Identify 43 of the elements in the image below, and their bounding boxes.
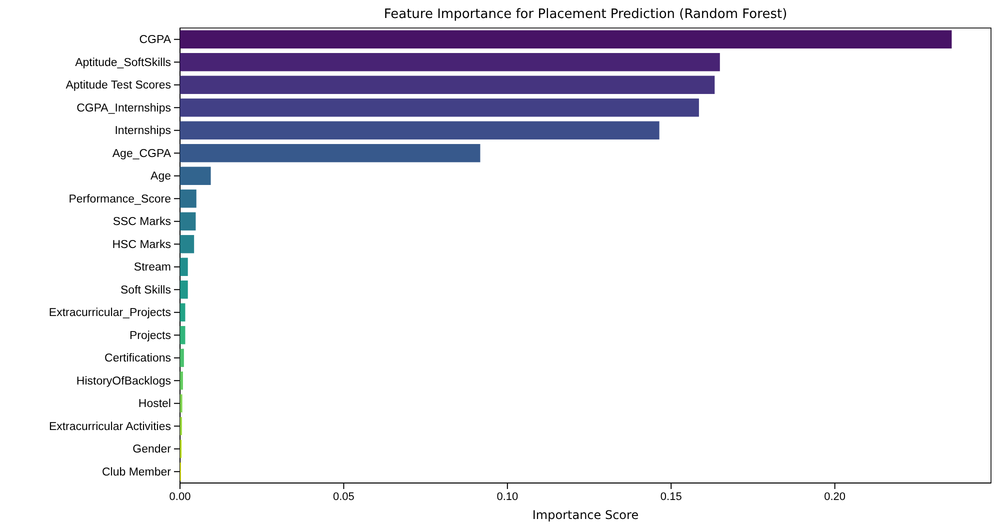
y-tick-label: Internships: [114, 125, 172, 138]
chart-title: Feature Importance for Placement Prediction (Random Forest): [384, 7, 788, 22]
y-tick-label: Projects: [129, 330, 172, 342]
bar: [180, 144, 480, 162]
y-tick-label: HistoryOfBacklogs: [76, 375, 172, 388]
bar: [180, 258, 188, 276]
bar: [180, 166, 211, 185]
y-tick-label: Extracurricular Activities: [48, 420, 172, 433]
bar: [180, 212, 196, 230]
bar: [180, 235, 194, 254]
y-tick-label: Club Member: [102, 466, 172, 478]
bar: [180, 98, 699, 117]
bar: [180, 348, 184, 367]
y-tick-label: HSC Marks: [112, 238, 172, 251]
y-tick-label: Age: [150, 170, 171, 183]
y-tick-label: Aptitude Test Scores: [66, 80, 172, 92]
bar: [180, 372, 183, 390]
y-tick-label: Extracurricular_Projects: [48, 307, 172, 320]
y-tick-label: CGPA: [139, 34, 172, 46]
x-tick-label: 0.00: [169, 490, 191, 503]
bar: [180, 53, 720, 72]
y-tick-label: Performance_Score: [68, 193, 171, 206]
y-tick-label: CGPA_Internships: [76, 102, 172, 114]
bar: [180, 76, 715, 94]
bar: [180, 303, 186, 322]
bar: [180, 326, 186, 344]
y-tick-label: Hostel: [138, 398, 171, 410]
x-tick-label: 0.10: [496, 490, 518, 503]
bar: [180, 121, 660, 140]
bar: [180, 280, 188, 299]
y-tick-label: Age_CGPA: [112, 148, 172, 160]
y-tick-label: Stream: [134, 262, 171, 274]
y-tick-label: Aptitude_SoftSkills: [75, 56, 172, 69]
x-tick-label: 0.15: [660, 490, 682, 503]
y-tick-label: Gender: [132, 444, 172, 456]
bar: [180, 30, 952, 48]
x-tick-label: 0.20: [824, 490, 846, 503]
y-tick-label: Certifications: [104, 352, 172, 365]
x-axis-title: Importance Score: [532, 508, 639, 522]
y-tick-label: SSC Marks: [112, 216, 172, 228]
y-tick-label: Soft Skills: [120, 284, 172, 296]
x-tick-label: 0.05: [332, 490, 354, 503]
bar: [180, 190, 196, 208]
